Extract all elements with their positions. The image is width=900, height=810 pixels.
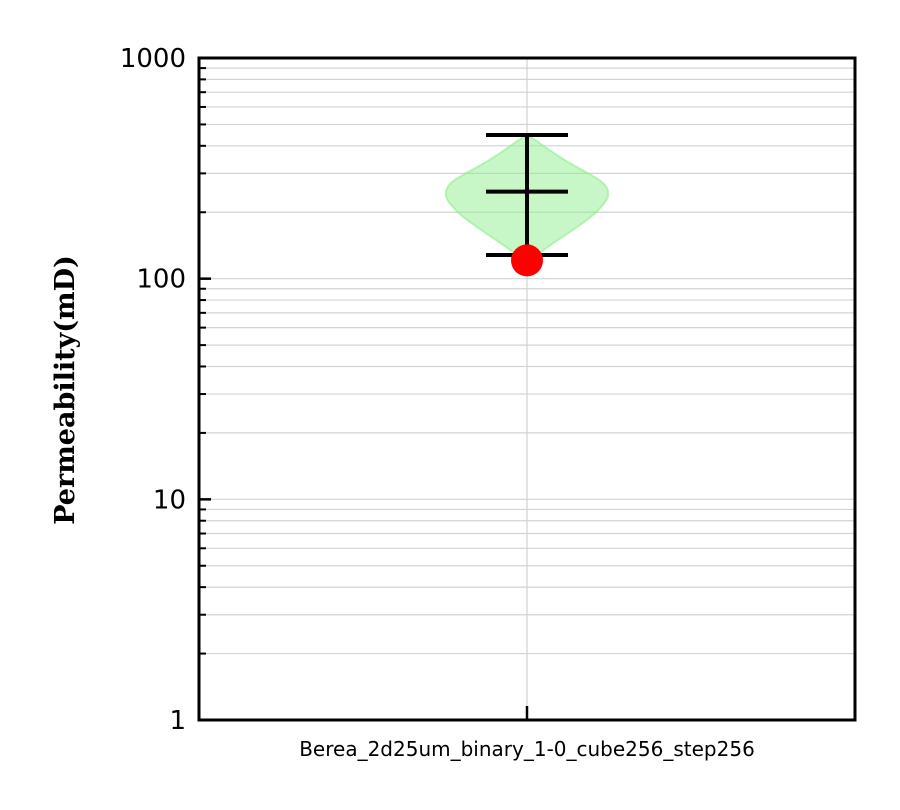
y-tick-label: 1000 [120,44,186,74]
axis-ticks [199,56,529,722]
data-point [511,244,543,277]
data-points [511,244,543,277]
grid-lines [199,58,855,720]
violins [444,132,610,263]
y-tick-label: 100 [136,265,186,295]
y-tick-label: 1 [169,706,186,736]
x-tick-label: Berea_2d25um_binary_1-0_cube256_step256 [299,737,755,761]
y-axis-label: Permeability(mD) [50,255,81,525]
axis-labels: Permeability(mD) 1 10 100 1000 Berea_2d25um_… [50,44,755,761]
y-tick-label: 10 [153,485,186,515]
